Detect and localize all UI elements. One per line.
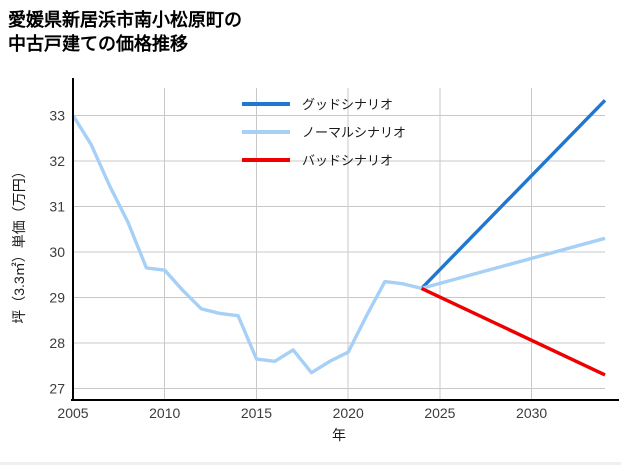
y-tick-label: 31 [49,198,65,214]
y-tick-label: 28 [49,335,65,351]
x-axis-title: 年 [332,427,346,443]
y-axis-tick-labels: 27 28 29 30 31 32 33 [49,107,65,396]
series-line-1 [420,99,607,290]
y-axis-title: 坪（3.3㎡）単価（万円） [11,164,27,323]
x-axis-tick-labels: 2005 2010 2015 2020 2025 2030 [57,405,547,421]
y-tick-label: 29 [49,290,65,306]
x-tick-label: 2005 [57,405,88,421]
x-tick-label: 2015 [241,405,272,421]
chart-title: 愛媛県新居浜市南小松原町の 中古戸建ての価格推移 [8,10,242,55]
legend-label: グッドシナリオ [302,97,393,112]
bottom-divider [0,462,621,465]
series-line-3 [420,286,606,377]
y-tick-label: 32 [49,153,65,169]
x-tick-label: 2020 [333,405,364,421]
series-line-2 [71,114,606,375]
y-tick-label: 30 [49,244,65,260]
x-tick-label: 2030 [516,405,547,421]
legend-label: ノーマルシナリオ [302,125,406,140]
x-tick-label: 2025 [424,405,455,421]
y-tick-label: 33 [49,107,65,123]
data-series-group [71,99,607,377]
y-tick-label: 27 [49,381,65,397]
x-tick-label: 2010 [149,405,180,421]
legend-label: バッドシナリオ [302,153,393,168]
axis-lines [71,78,619,402]
